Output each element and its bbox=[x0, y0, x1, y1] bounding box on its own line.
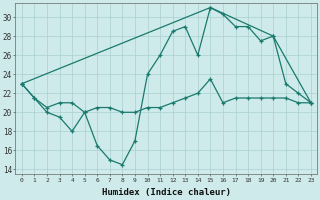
X-axis label: Humidex (Indice chaleur): Humidex (Indice chaleur) bbox=[102, 188, 231, 197]
